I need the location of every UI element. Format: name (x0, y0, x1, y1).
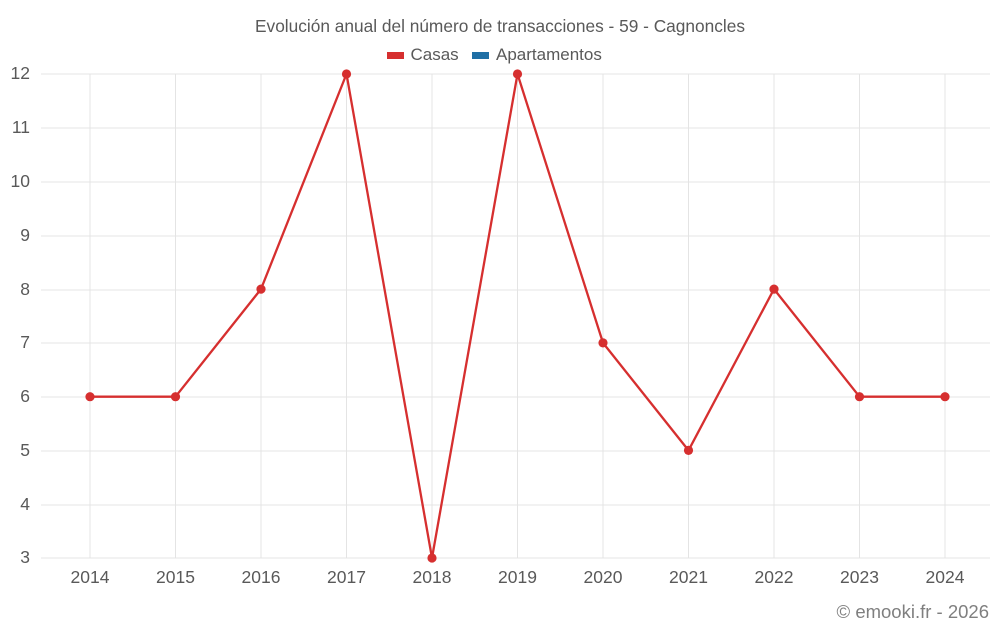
svg-text:2022: 2022 (755, 567, 794, 587)
svg-text:8: 8 (20, 279, 30, 299)
svg-text:4: 4 (20, 494, 30, 514)
svg-text:2019: 2019 (498, 567, 537, 587)
svg-text:2014: 2014 (71, 567, 110, 587)
svg-text:2015: 2015 (156, 567, 195, 587)
svg-text:9: 9 (20, 225, 30, 245)
svg-text:2016: 2016 (242, 567, 281, 587)
svg-text:2020: 2020 (584, 567, 623, 587)
svg-text:2018: 2018 (413, 567, 452, 587)
svg-text:11: 11 (12, 117, 30, 137)
svg-text:12: 12 (11, 63, 30, 83)
svg-text:2023: 2023 (840, 567, 879, 587)
svg-text:2021: 2021 (669, 567, 708, 587)
svg-text:2017: 2017 (327, 567, 366, 587)
svg-text:7: 7 (20, 332, 30, 352)
svg-text:10: 10 (11, 171, 31, 191)
svg-text:2024: 2024 (926, 567, 965, 587)
svg-text:6: 6 (20, 386, 30, 406)
svg-text:3: 3 (20, 547, 30, 567)
svg-text:5: 5 (20, 440, 30, 460)
